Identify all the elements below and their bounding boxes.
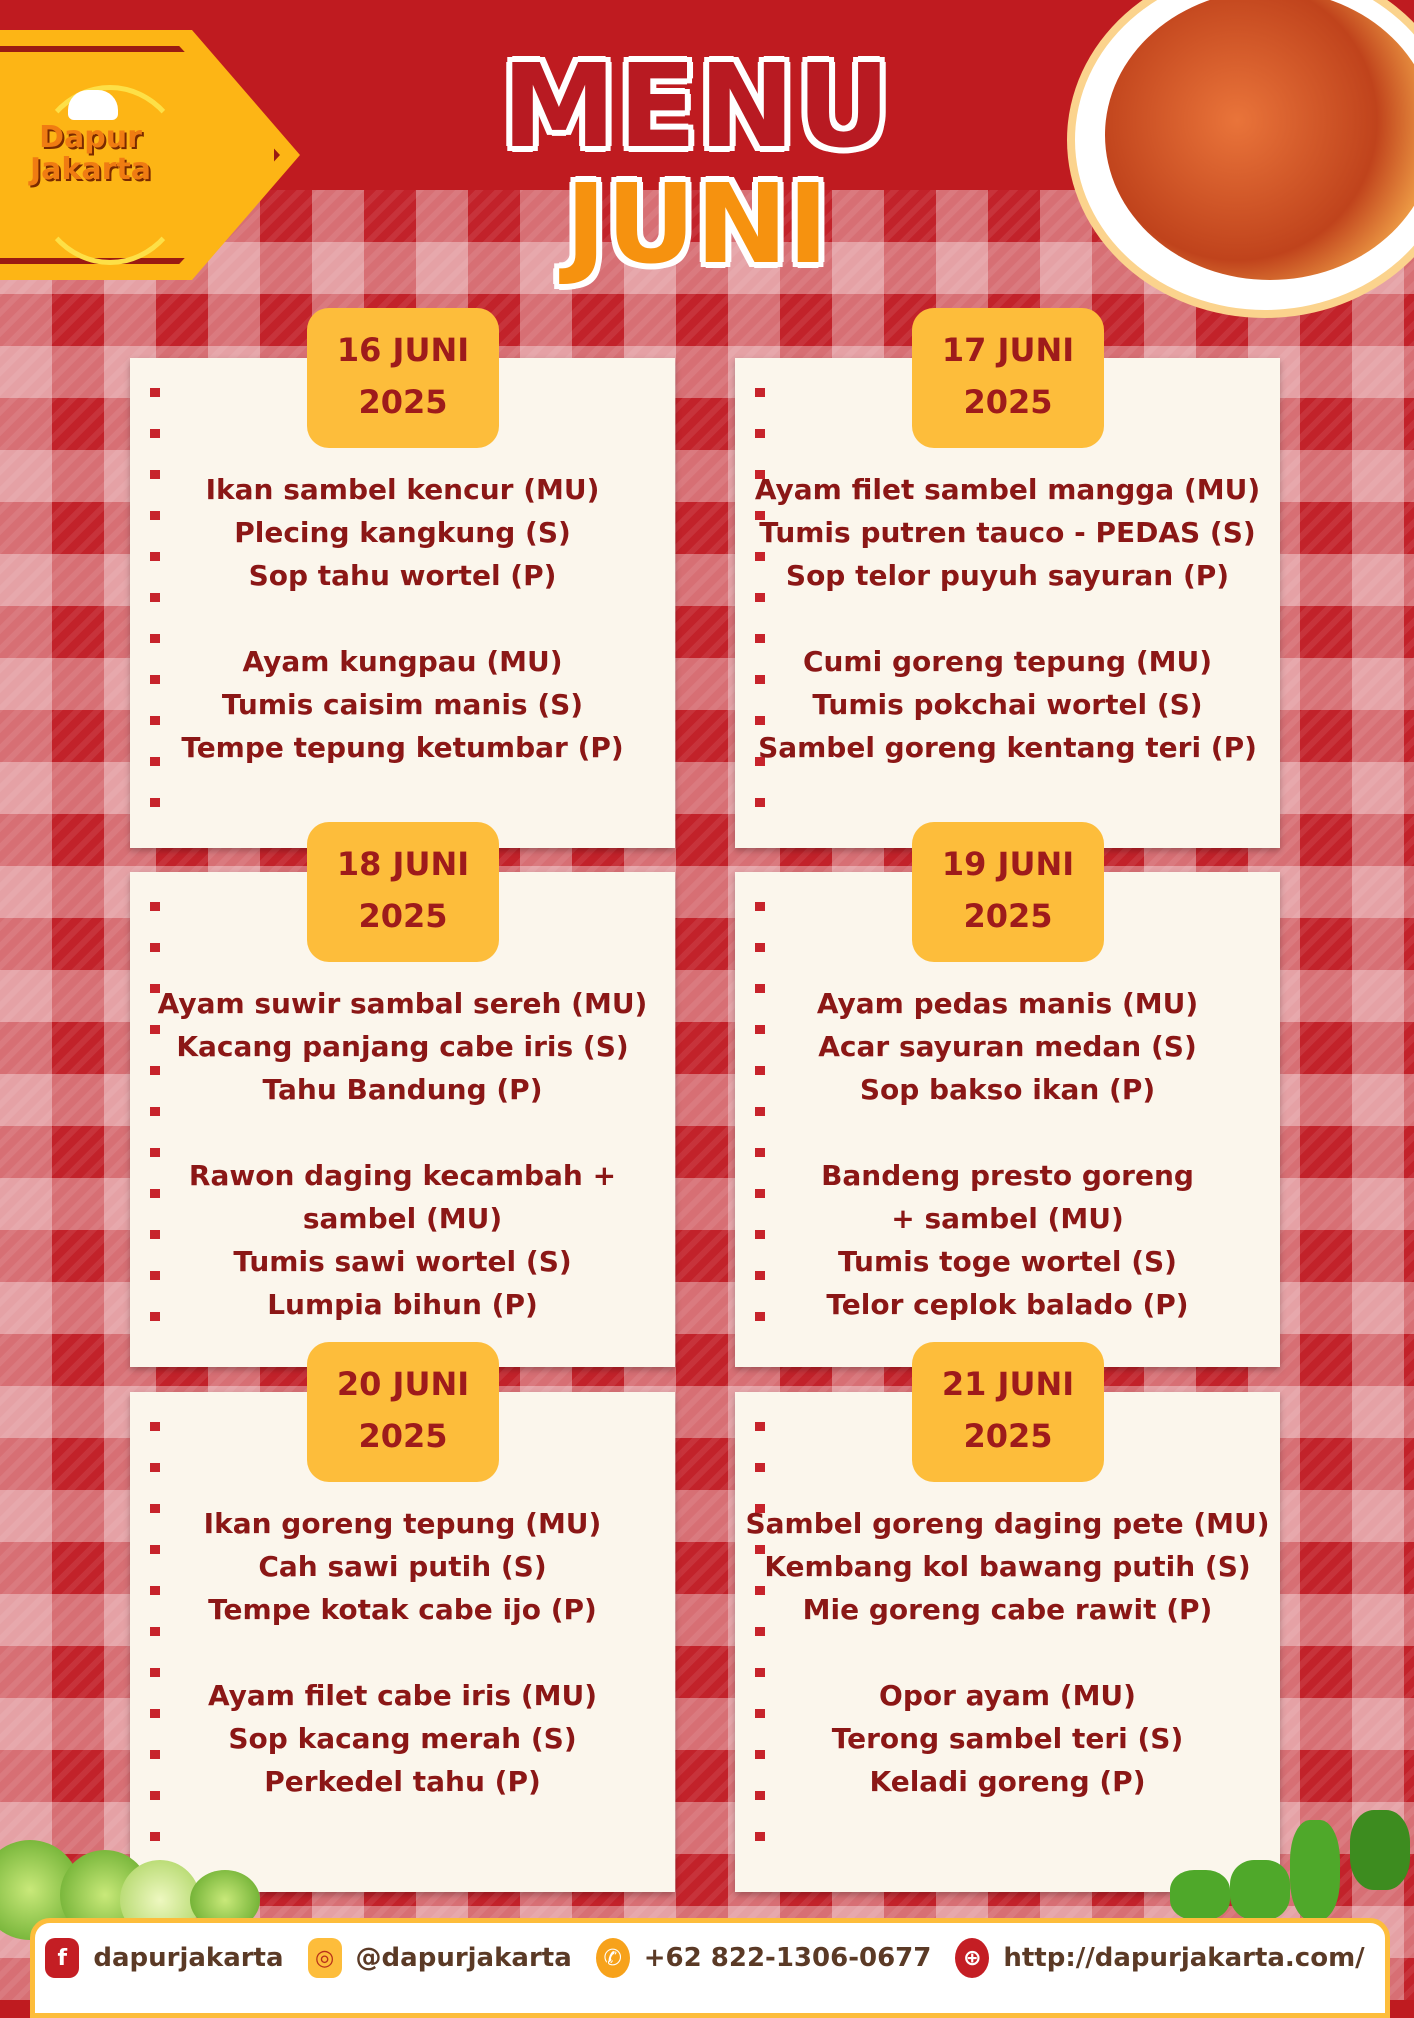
facebook-icon[interactable]: f bbox=[45, 1938, 80, 1978]
menu-item: Sop kacang merah (S) bbox=[228, 1722, 577, 1755]
date-label: 18 JUNI bbox=[336, 845, 470, 883]
globe-icon[interactable]: ⊕ bbox=[955, 1938, 990, 1978]
menu-item: Telor ceplok balado (P) bbox=[826, 1288, 1189, 1321]
date-label: 20 JUNI bbox=[336, 1365, 470, 1403]
notebook-holes bbox=[150, 902, 160, 1347]
chef-hat-icon bbox=[68, 90, 118, 120]
menu-item: Kacang panjang cabe iris (S) bbox=[176, 1030, 629, 1063]
notebook-holes bbox=[150, 1422, 160, 1872]
menu-item: Tempe tepung ketumbar (P) bbox=[181, 731, 624, 764]
food-image bbox=[1105, 0, 1414, 280]
menu-items: Ayam suwir sambal sereh (MU) Kacang panja… bbox=[130, 982, 675, 1326]
menu-item: Sop bakso ikan (P) bbox=[859, 1073, 1156, 1106]
menu-item: Cumi goreng tepung (MU) bbox=[802, 645, 1213, 678]
year-label: 2025 bbox=[358, 383, 448, 421]
menu-item: sambel (MU) bbox=[302, 1202, 503, 1235]
menu-item: Ikan sambel kencur (MU) bbox=[205, 473, 600, 506]
menu-item: Bandeng presto goreng bbox=[821, 1159, 1194, 1192]
year-label: 2025 bbox=[963, 383, 1053, 421]
chili-decoration bbox=[1150, 1810, 1414, 1930]
year-label: 2025 bbox=[358, 1417, 448, 1455]
menu-items: Ayam filet sambel mangga (MU) Tumis putre… bbox=[735, 468, 1280, 769]
lime-decoration bbox=[0, 1820, 260, 1940]
menu-item: Tumis putren tauco - PEDAS (S) bbox=[759, 516, 1256, 549]
menu-item: Opor ayam (MU) bbox=[879, 1679, 1136, 1712]
menu-item: Sambel goreng daging pete (MU) bbox=[745, 1507, 1270, 1540]
date-badge: 18 JUNI 2025 bbox=[307, 822, 499, 962]
menu-item: Tumis sawi wortel (S) bbox=[233, 1245, 572, 1278]
website-link[interactable]: http://dapurjakarta.com/ bbox=[1003, 1943, 1365, 1973]
menu-item: Mie goreng cabe rawit (P) bbox=[802, 1593, 1213, 1626]
menu-item: Tumis caisim manis (S) bbox=[221, 688, 584, 721]
date-badge: 19 JUNI 2025 bbox=[912, 822, 1104, 962]
menu-item: Perkedel tahu (P) bbox=[264, 1765, 541, 1798]
menu-items: Sambel goreng daging pete (MU) Kembang ko… bbox=[735, 1502, 1280, 1803]
menu-item: Acar sayuran medan (S) bbox=[818, 1030, 1197, 1063]
menu-item: Sambel goreng kentang teri (P) bbox=[758, 731, 1257, 764]
year-label: 2025 bbox=[358, 897, 448, 935]
menu-card-day: Ayam pedas manis (MU) Acar sayuran medan … bbox=[735, 872, 1280, 1367]
menu-card-day: Ayam suwir sambal sereh (MU) Kacang panja… bbox=[130, 872, 675, 1367]
menu-item: Kembang kol bawang putih (S) bbox=[764, 1550, 1251, 1583]
menu-item: Terong sambel teri (S) bbox=[831, 1722, 1184, 1755]
menu-item: Sop tahu wortel (P) bbox=[248, 559, 557, 592]
menu-item: + sambel (MU) bbox=[891, 1202, 1124, 1235]
menu-item: Tumis toge wortel (S) bbox=[838, 1245, 1177, 1278]
instagram-icon[interactable]: ◎ bbox=[307, 1938, 342, 1978]
menu-item: Tempe kotak cabe ijo (P) bbox=[208, 1593, 597, 1626]
menu-item: Rawon daging kecambah + bbox=[188, 1159, 617, 1192]
date-label: 17 JUNI bbox=[941, 331, 1075, 369]
menu-item: Ayam suwir sambal sereh (MU) bbox=[157, 987, 648, 1020]
fork-spoon-icon bbox=[30, 85, 190, 265]
title-menu: MENU bbox=[501, 40, 893, 174]
notebook-holes bbox=[755, 902, 765, 1347]
menu-items: Ikan goreng tepung (MU) Cah sawi putih (S… bbox=[130, 1502, 675, 1803]
menu-item: Keladi goreng (P) bbox=[869, 1765, 1146, 1798]
year-label: 2025 bbox=[963, 897, 1053, 935]
date-badge: 20 JUNI 2025 bbox=[307, 1342, 499, 1482]
menu-card-day: Sambel goreng daging pete (MU) Kembang ko… bbox=[735, 1392, 1280, 1892]
notebook-holes bbox=[755, 1422, 765, 1872]
date-badge: 21 JUNI 2025 bbox=[912, 1342, 1104, 1482]
date-badge: 17 JUNI 2025 bbox=[912, 308, 1104, 448]
menu-item: Sop telor puyuh sayuran (P) bbox=[785, 559, 1230, 592]
menu-item: Tumis pokchai wortel (S) bbox=[812, 688, 1203, 721]
date-label: 21 JUNI bbox=[941, 1365, 1075, 1403]
menu-item: Ayam filet cabe iris (MU) bbox=[207, 1679, 598, 1712]
date-label: 19 JUNI bbox=[941, 845, 1075, 883]
facebook-link[interactable]: dapurjakarta bbox=[93, 1943, 284, 1973]
date-badge: 16 JUNI 2025 bbox=[307, 308, 499, 448]
year-label: 2025 bbox=[963, 1417, 1053, 1455]
whatsapp-icon[interactable]: ✆ bbox=[595, 1938, 630, 1978]
menu-item: Cah sawi putih (S) bbox=[258, 1550, 547, 1583]
menu-item: Tahu Bandung (P) bbox=[262, 1073, 543, 1106]
menu-item: Ayam filet sambel mangga (MU) bbox=[754, 473, 1261, 506]
menu-items: Ayam pedas manis (MU) Acar sayuran medan … bbox=[735, 982, 1280, 1326]
menu-card-day: Ikan goreng tepung (MU) Cah sawi putih (S… bbox=[130, 1392, 675, 1892]
notebook-holes bbox=[150, 388, 160, 828]
menu-item: Ikan goreng tepung (MU) bbox=[203, 1507, 602, 1540]
menu-item: Ayam kungpau (MU) bbox=[242, 645, 563, 678]
menu-item: Ayam pedas manis (MU) bbox=[816, 987, 1199, 1020]
menu-items: Ikan sambel kencur (MU) Plecing kangkung … bbox=[130, 468, 675, 769]
contact-footer: f dapurjakarta ◎ @dapurjakarta ✆ +62 822… bbox=[30, 1918, 1390, 2018]
menu-item: Lumpia bihun (P) bbox=[267, 1288, 538, 1321]
notebook-holes bbox=[755, 388, 765, 828]
date-label: 16 JUNI bbox=[336, 331, 470, 369]
menu-item: Plecing kangkung (S) bbox=[234, 516, 571, 549]
instagram-link[interactable]: @dapurjakarta bbox=[355, 1943, 572, 1973]
title-month: JUNI bbox=[565, 160, 829, 288]
whatsapp-number[interactable]: +62 822-1306-0677 bbox=[643, 1943, 932, 1973]
